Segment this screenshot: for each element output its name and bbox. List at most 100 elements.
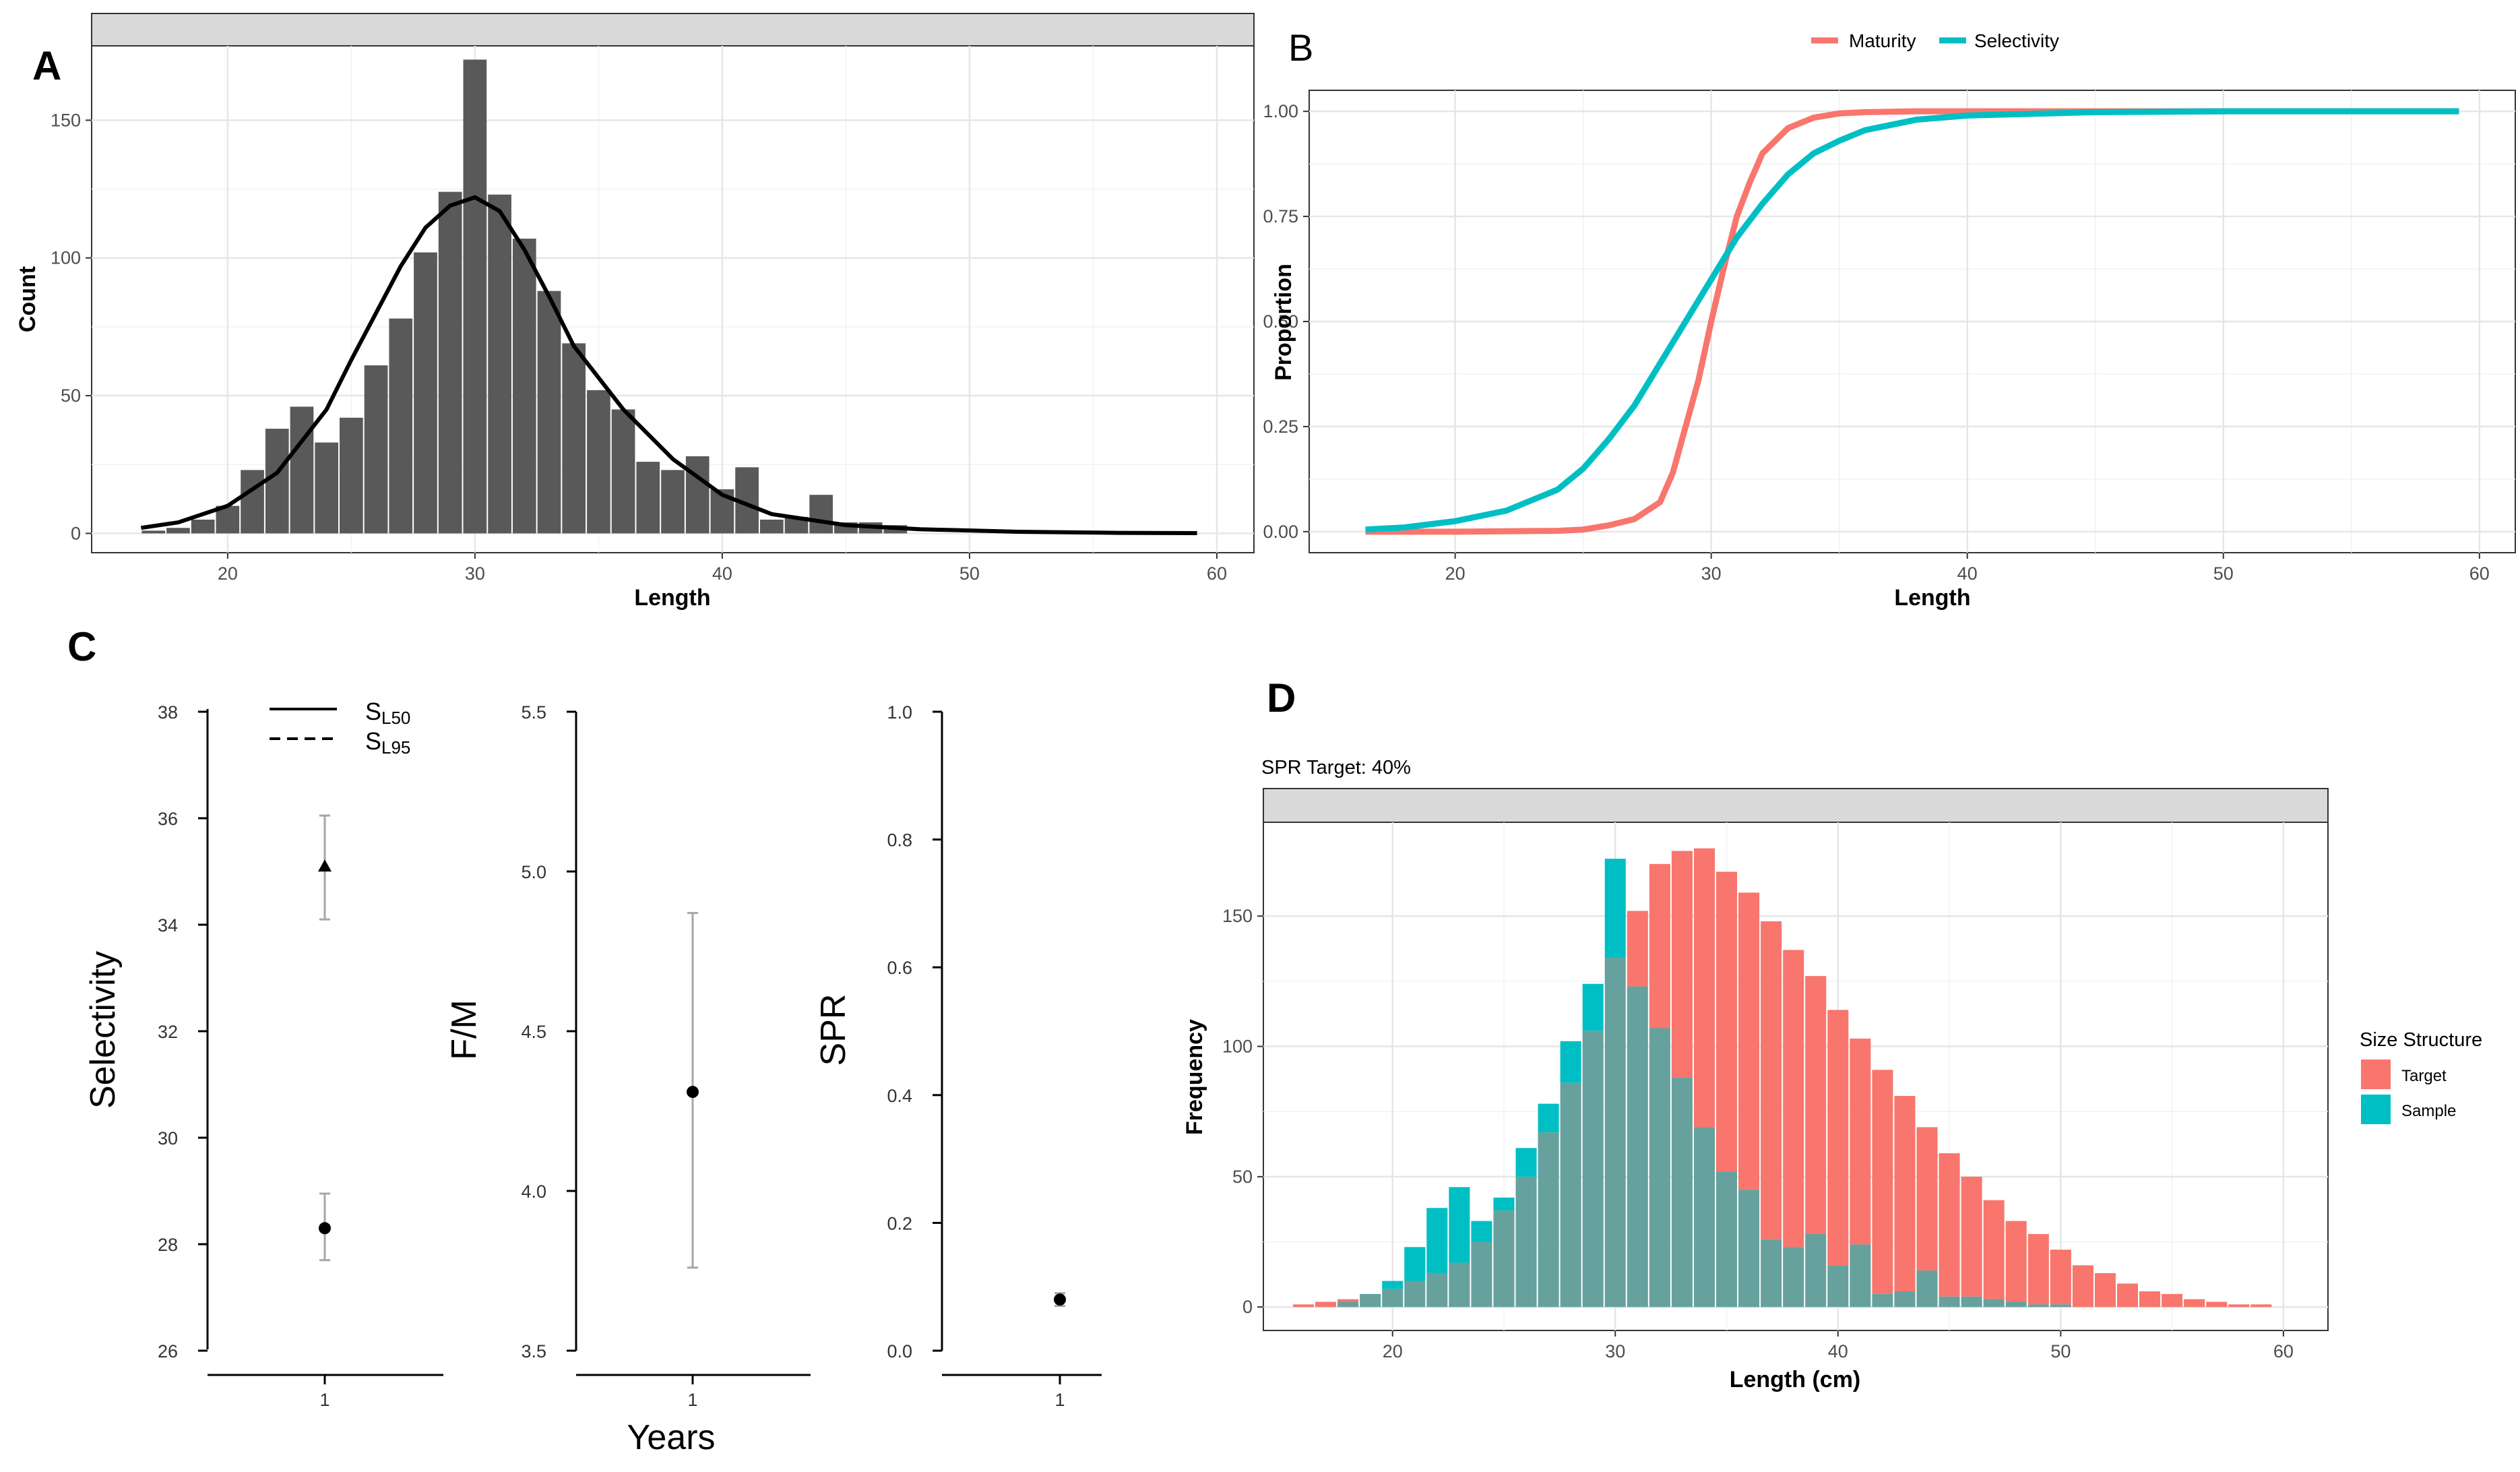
c-y-tick-label: 0.2 — [887, 1213, 912, 1233]
panel-b-x-tick-label: 30 — [1701, 563, 1722, 584]
panel-d-bar-overlap — [1872, 1293, 1893, 1308]
c-point-fm — [687, 1086, 699, 1099]
panel-a-bar — [537, 290, 561, 534]
panel-a-x-tick-label: 60 — [1207, 563, 1227, 584]
c-y-tick-label: 3.5 — [521, 1341, 546, 1361]
panel-d-bar-target — [1872, 1070, 1893, 1294]
panel-d-bar-sample — [1382, 1281, 1404, 1289]
c-y-tick-label: 26 — [158, 1341, 178, 1361]
panel-d-bar-target — [1983, 1200, 2005, 1299]
panel-a-x-tick-label: 20 — [218, 563, 238, 584]
selectivity-points — [318, 814, 332, 1262]
panel-c-selectivity-subplot: 26 28 30 32 34 36 38 1 Selectivity SL50 SL95 — [84, 698, 443, 1410]
panel-a-y-ticks: 0 50 100 150 — [51, 110, 92, 543]
c-y-tick-label: 1.0 — [887, 702, 912, 723]
panel-b-line-selectivity — [1365, 108, 2459, 533]
panel-d-bar-overlap — [1716, 1171, 1738, 1308]
spr-x-tick-label: 1 — [1054, 1390, 1065, 1410]
panel-d-bar-sample — [1449, 1187, 1470, 1263]
panel-a-bar — [636, 462, 660, 534]
panel-a-bar — [661, 470, 685, 534]
panel-d-bar-target — [2228, 1304, 2250, 1308]
panel-a-bar — [364, 365, 388, 534]
panel-d-x-tick-label: 40 — [1828, 1341, 1848, 1361]
panel-b-label: B — [1288, 26, 1313, 69]
panel-d-bar-target — [1292, 1304, 1315, 1308]
panel-d-bar-overlap — [1827, 1265, 1849, 1308]
fm-y-ticks: 3.5 4.0 4.5 5.0 5.5 — [521, 702, 576, 1361]
panel-a-x-tick-label: 40 — [712, 563, 732, 584]
panel-d-bar-target — [1827, 1010, 1849, 1266]
panel-b-x-tick-label: 40 — [1957, 563, 1978, 584]
panel-d-bar-overlap — [1382, 1289, 1404, 1308]
c-y-tick-label: 0.0 — [887, 1341, 912, 1361]
panel-d-y-tick-label: 150 — [1222, 906, 1253, 926]
legend-label-maturity: Maturity — [1849, 30, 1916, 51]
panel-d-bar-target — [2184, 1299, 2205, 1308]
panel-a-density-curve — [140, 195, 1197, 535]
panel-a-bar — [265, 429, 289, 534]
panel-d-bar-sample — [1493, 1197, 1515, 1211]
panel-d-bar-target — [2072, 1265, 2093, 1308]
panel-d-legend: Size Structure Target Sample — [2360, 1029, 2482, 1124]
panel-b-x-tick-label: 60 — [2469, 563, 2490, 584]
panel-d-bar-target — [2139, 1291, 2161, 1308]
panel-d-bar-overlap — [1515, 1176, 1537, 1308]
panel-d-bar-target — [2094, 1272, 2116, 1308]
legend-title-size-structure: Size Structure — [2360, 1029, 2482, 1051]
c-y-tick-label: 0.4 — [887, 1086, 912, 1106]
panel-d-bar-target — [1961, 1176, 1982, 1297]
panel-a-bar — [166, 528, 190, 534]
panel-d-bar-target — [2206, 1301, 2228, 1308]
legend-label-sl50: SL50 — [365, 698, 410, 728]
panel-b-y-axis-title: Proportion — [1271, 264, 1296, 381]
spr-points — [1054, 1292, 1066, 1308]
panel-d-bar-overlap — [1560, 1082, 1581, 1308]
legend-label-selectivity: Selectivity — [1974, 30, 2059, 51]
panel-b-y-tick-label: 0.50 — [1263, 311, 1298, 332]
panel-d-bar-overlap — [1671, 1077, 1693, 1308]
panel-a-strip — [91, 13, 1255, 47]
panel-d-bar-overlap — [1426, 1272, 1448, 1308]
panel-d-bar-target — [2050, 1250, 2071, 1305]
panel-d-bar-target — [1850, 1038, 1871, 1245]
panel-d-bar-target — [1738, 892, 1760, 1190]
panel-d-bar-overlap — [1693, 1127, 1715, 1308]
panel-d-y-tick-label: 0 — [1242, 1297, 1253, 1317]
panel-d-bar-overlap — [1783, 1247, 1804, 1308]
panel-a-y-tick-label: 100 — [51, 248, 81, 268]
fm-points — [687, 912, 699, 1269]
panel-d-bar-target — [2250, 1304, 2272, 1308]
c-y-tick-label: 0.6 — [887, 958, 912, 978]
selectivity-y-axis-title: Selectivity — [84, 951, 123, 1109]
panel-b-y-tick-label: 0.75 — [1263, 206, 1298, 226]
panel-b-lines — [1365, 108, 2459, 535]
panel-a-bar — [809, 495, 833, 534]
panel-d-bar-overlap — [1983, 1299, 2005, 1308]
panel-d-bar-overlap — [1627, 986, 1648, 1308]
panel-c: C 26 28 30 32 34 36 38 1 Selectivity SL50 SL95… — [67, 624, 1102, 1457]
panel-d-bar-overlap — [2005, 1301, 2027, 1308]
c-y-tick-label: 30 — [158, 1128, 178, 1148]
panel-c-label: C — [67, 624, 96, 669]
spr-y-ticks: 0.0 0.2 0.4 0.6 0.8 1.0 — [887, 702, 942, 1361]
panel-a-bar — [488, 194, 511, 534]
panel-d-bar-overlap — [1360, 1293, 1381, 1308]
panel-d-bar-overlap — [1404, 1281, 1426, 1308]
panel-a-bar — [685, 456, 710, 534]
c-y-tick-label: 4.0 — [521, 1182, 546, 1202]
panel-d-x-tick-label: 30 — [1605, 1341, 1625, 1361]
panel-c-spr-subplot: 0.0 0.2 0.4 0.6 0.8 1.0 1 SPR — [814, 702, 1102, 1410]
c-y-tick-label: 36 — [158, 809, 178, 829]
panel-a-bar — [141, 530, 166, 534]
panel-a-y-tick-label: 50 — [61, 386, 81, 406]
panel-d-bar-overlap — [1471, 1241, 1492, 1308]
panel-a-bar — [438, 191, 462, 534]
panel-a-bar — [611, 409, 635, 534]
panel-d-x-ticks: 20 30 40 50 60 — [1383, 1330, 2294, 1361]
panel-b-legend: Maturity Selectivity — [1811, 30, 2059, 51]
panel-d-bar-sample — [1560, 1041, 1581, 1083]
panel-d-bar-target — [1627, 911, 1648, 987]
selectivity-legend: SL50 SL95 — [270, 698, 410, 758]
